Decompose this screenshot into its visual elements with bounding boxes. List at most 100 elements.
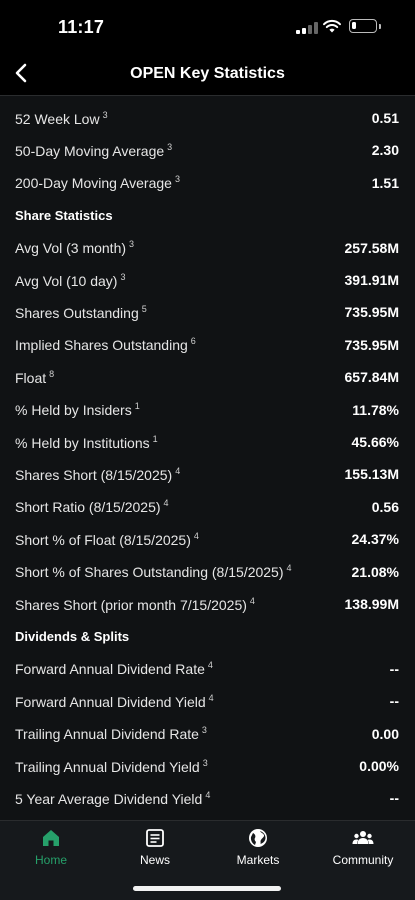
tab-markets[interactable]: Markets xyxy=(213,827,303,871)
stat-label-text: Shares Short (prior month 7/15/2025) xyxy=(15,596,247,613)
section-title: Share Statistics xyxy=(15,207,113,223)
footnote-marker[interactable]: 3 xyxy=(167,141,173,152)
stat-label-text: 50-Day Moving Average xyxy=(15,142,165,159)
footnote-marker[interactable]: 3 xyxy=(102,109,108,120)
stat-label: Forward Annual Dividend Yield 4 xyxy=(15,693,214,710)
footnote-marker[interactable]: 4 xyxy=(205,789,211,800)
section-title: Dividends & Splits xyxy=(15,628,130,644)
stat-row: Avg Vol (10 day) 3 391.91M xyxy=(15,264,399,296)
tab-community[interactable]: Community xyxy=(318,827,408,871)
stat-label: % Held by Insiders 1 xyxy=(15,401,140,418)
stat-value: 0.51 xyxy=(371,110,399,126)
footnote-marker[interactable]: 1 xyxy=(134,401,140,412)
footnote-marker[interactable]: 4 xyxy=(193,530,199,541)
stat-label: Avg Vol (3 month) 3 xyxy=(15,239,134,256)
stat-row: Short % of Float (8/15/2025) 4 24.37% xyxy=(15,523,399,555)
footnote-marker[interactable]: 3 xyxy=(201,725,207,736)
footnote-marker[interactable]: 4 xyxy=(208,692,214,703)
home-icon xyxy=(43,830,59,846)
wifi-icon xyxy=(323,19,341,33)
stat-row: Trailing Annual Dividend Rate 3 0.00 xyxy=(15,718,399,750)
footnote-marker[interactable]: 3 xyxy=(120,271,126,282)
stat-label: Shares Outstanding 5 xyxy=(15,304,147,321)
stat-row: Short % of Shares Outstanding (8/15/2025… xyxy=(15,556,399,588)
stat-label-text: Short % of Shares Outstanding (8/15/2025… xyxy=(15,564,284,581)
stat-value: -- xyxy=(389,660,399,677)
stat-label-text: 200-Day Moving Average xyxy=(15,175,172,192)
tab-news[interactable]: News xyxy=(110,827,200,871)
footnote-marker[interactable]: 5 xyxy=(141,303,147,314)
stat-row: Trailing Annual Dividend Yield 3 0.00% xyxy=(15,750,399,782)
signal-icon xyxy=(296,22,318,34)
battery-cap xyxy=(379,24,381,29)
stat-label: Trailing Annual Dividend Rate 3 xyxy=(15,725,207,742)
stat-value: 155.13M xyxy=(344,466,399,483)
stat-value: 21.08% xyxy=(351,563,399,580)
stat-value: -- xyxy=(389,790,399,807)
stat-label-text: 52 Week Low xyxy=(15,110,100,127)
stat-label: 5 Year Average Dividend Yield 4 xyxy=(15,790,210,807)
key-statistics-list[interactable]: 52 Week Low 3 0.51 50-Day Moving Average 3 2.… xyxy=(0,96,415,820)
footnote-marker[interactable]: 4 xyxy=(175,465,181,476)
stat-label-text: % Held by Institutions xyxy=(15,434,150,451)
tab-label: Home xyxy=(34,853,67,867)
stat-label: 50-Day Moving Average 3 xyxy=(15,142,172,159)
news-icon xyxy=(146,829,164,847)
chevron-left-icon xyxy=(15,63,27,83)
stat-label: Float 8 xyxy=(15,369,54,386)
tab-home[interactable]: Home xyxy=(6,827,96,871)
stat-row: Forward Annual Dividend Yield 4 -- xyxy=(15,685,399,717)
stat-label: Forward Annual Dividend Rate 4 xyxy=(15,660,213,677)
footnote-marker[interactable]: 4 xyxy=(207,660,213,671)
footnote-marker[interactable]: 8 xyxy=(49,368,55,379)
stat-row: 200-Day Moving Average 3 1.51 xyxy=(15,167,399,199)
home-indicator xyxy=(133,886,281,891)
stat-row: % Held by Insiders 1 11.78% xyxy=(15,394,399,426)
tab-label: Markets xyxy=(236,853,280,867)
stat-value: 257.58M xyxy=(344,239,399,256)
stat-label: Implied Shares Outstanding 6 xyxy=(15,336,196,353)
stat-value: 0.56 xyxy=(371,498,399,515)
stat-label: Avg Vol (10 day) 3 xyxy=(15,272,126,289)
back-button[interactable] xyxy=(8,58,38,88)
stat-row: 52 Week Low 3 0.51 xyxy=(15,102,399,134)
stat-label-text: Shares Outstanding xyxy=(15,304,139,321)
community-icon xyxy=(352,831,374,844)
stat-row: 5 Year Average Dividend Yield 4 -- xyxy=(15,782,399,814)
tab-label: Community xyxy=(332,853,394,867)
stat-value: 24.37% xyxy=(351,531,399,548)
stat-label-text: % Held by Insiders xyxy=(15,402,132,419)
stat-label: 52 Week Low 3 xyxy=(15,110,108,127)
stat-label-text: Short Ratio (8/15/2025) xyxy=(15,499,161,516)
stat-label: Shares Short (8/15/2025) 4 xyxy=(15,466,180,483)
stat-label-text: Float xyxy=(15,369,47,386)
status-time: 11:17 xyxy=(58,17,105,37)
stat-value: 735.95M xyxy=(344,336,399,353)
globe-icon xyxy=(249,829,267,847)
stat-label-text: Forward Annual Dividend Yield xyxy=(15,693,206,710)
stat-value: 0.00% xyxy=(359,758,399,774)
stat-label-text: 5 Year Average Dividend Yield xyxy=(15,790,203,807)
footnote-marker[interactable]: 4 xyxy=(286,563,292,574)
stat-label: Shares Short (prior month 7/15/2025) 4 xyxy=(15,596,255,613)
footnote-marker[interactable]: 3 xyxy=(174,174,180,185)
footnote-marker[interactable]: 6 xyxy=(190,336,196,347)
battery-level xyxy=(352,22,356,29)
page-title: OPEN Key Statistics xyxy=(130,65,285,82)
footnote-marker[interactable]: 1 xyxy=(152,433,158,444)
stat-row: Shares Short (8/15/2025) 4 155.13M xyxy=(15,458,399,490)
stat-label-text: Forward Annual Dividend Rate xyxy=(15,661,205,678)
stat-row: Implied Shares Outstanding 6 735.95M xyxy=(15,329,399,361)
stat-value: -- xyxy=(389,693,399,710)
battery-icon xyxy=(349,19,377,33)
stat-label: Short Ratio (8/15/2025) 4 xyxy=(15,498,169,515)
stat-label: Short % of Float (8/15/2025) 4 xyxy=(15,531,199,548)
footnote-marker[interactable]: 3 xyxy=(129,239,135,250)
stat-label: 200-Day Moving Average 3 xyxy=(15,174,180,191)
stat-value: 11.78% xyxy=(352,401,399,418)
stat-label-text: Avg Vol (3 month) xyxy=(15,240,127,257)
stat-value: 138.99M xyxy=(344,596,399,612)
footnote-marker[interactable]: 3 xyxy=(202,757,208,768)
footnote-marker[interactable]: 4 xyxy=(163,498,169,509)
footnote-marker[interactable]: 4 xyxy=(249,595,255,606)
